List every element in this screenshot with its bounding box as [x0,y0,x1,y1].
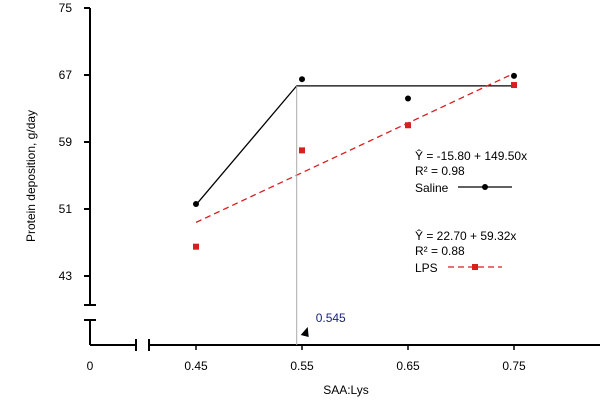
x-tick-label: 0.55 [290,359,314,373]
r2-saline: R² = 0.98 [415,164,465,178]
y-tick-label: 51 [59,202,73,216]
legend-label-lps: LPS [415,261,438,275]
point-saline [511,72,517,79]
fit-lines [195,72,515,223]
breakpoint-label: 0.545 [316,311,346,325]
point-saline [193,200,199,207]
x-tick-label: 0 [87,359,94,373]
y-tick-label: 59 [59,135,73,149]
data-points [193,72,517,250]
y-axis-title: Protein deposition, g/day [24,110,38,242]
breakpoint-arrow [300,327,309,337]
point-lps [405,122,411,129]
point-lps [193,243,199,250]
legend-marker-lps [472,264,478,270]
equation-saline: Ŷ = -15.80 + 149.50x [415,148,527,163]
x-tick-label: 0.45 [184,359,208,373]
point-saline [405,95,411,102]
x-tick-label: 0.65 [396,359,420,373]
fit-line-lps [195,72,515,223]
point-lps [299,147,305,154]
x-tick-label: 0.75 [502,359,526,373]
y-tick-label: 75 [59,1,73,15]
y-tick-label: 67 [59,68,73,82]
y-tick-label: 43 [59,269,73,283]
legend-label-saline: Saline [415,181,449,195]
equation-lps: Ŷ = 22.70 + 59.32x [415,228,516,243]
legend-marker-saline [482,184,488,190]
x-axis-title: SAA:Lys [323,383,369,397]
r2-lps: R² = 0.88 [415,244,465,258]
axes: 43 51 59 67 75 0 0.45 0.55 0.65 0.75 [59,1,600,373]
point-lps [511,82,517,89]
point-saline [299,76,305,83]
